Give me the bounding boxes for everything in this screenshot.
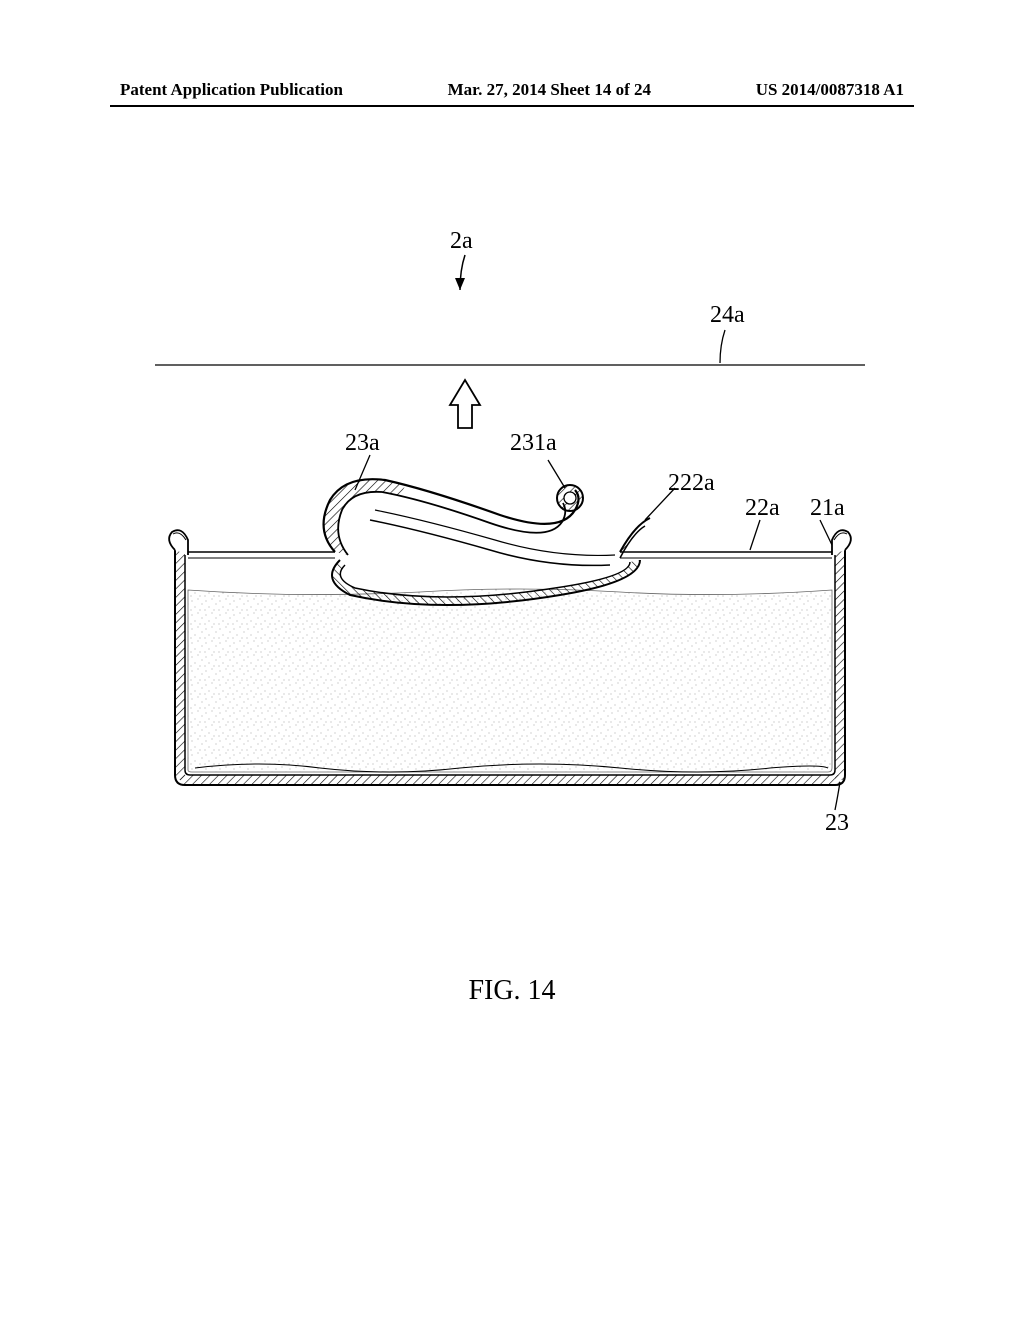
ref-23: 23 (825, 810, 849, 837)
ref-24a: 24a (710, 302, 745, 329)
ref-222a: 222a (668, 470, 715, 497)
header-left: Patent Application Publication (120, 80, 343, 100)
ref-22a: 22a (745, 495, 780, 522)
ref-23a: 23a (345, 430, 380, 457)
figure-area: 2a 24a 23a 231a 222a 22a 21a 23 (120, 220, 900, 920)
ref-231a: 231a (510, 430, 557, 457)
header-center: Mar. 27, 2014 Sheet 14 of 24 (448, 80, 651, 100)
header-rule (110, 105, 914, 107)
ref-2a: 2a (450, 228, 473, 255)
figure-caption: FIG. 14 (0, 975, 1024, 1007)
page-header: Patent Application Publication Mar. 27, … (0, 80, 1024, 100)
header-right: US 2014/0087318 A1 (756, 80, 904, 100)
ref-21a: 21a (810, 495, 845, 522)
patent-figure-svg (120, 220, 900, 920)
